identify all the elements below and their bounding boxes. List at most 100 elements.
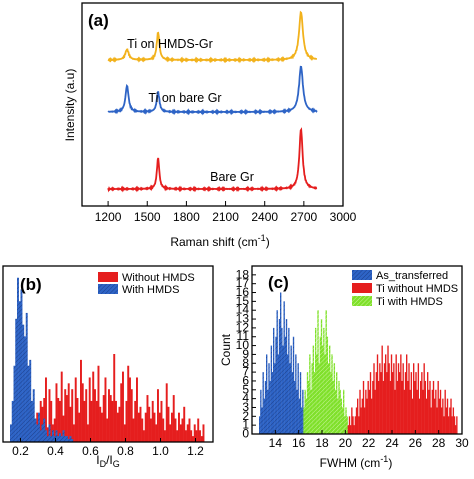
b-bar-without-101 — [197, 418, 200, 442]
c-ytick-label-12: 12 — [236, 320, 250, 334]
c-bar-ti-without-hmds-3 — [351, 407, 353, 434]
c-bar-as-transferred-16 — [277, 354, 280, 434]
b-bar-without-76 — [153, 412, 156, 442]
c-bar-as-transferred-37 — [302, 389, 304, 434]
c-bar-ti-without-hmds-1 — [348, 416, 351, 434]
c-bar-ti-without-hmds-29 — [381, 345, 383, 434]
b-bar-without-25 — [64, 389, 67, 442]
a-xtick-label-6: 3000 — [330, 210, 357, 224]
c-legend-label-1: Ti without HMDS — [376, 283, 458, 295]
c-bar-as-transferred-35 — [299, 372, 302, 434]
c-bar-ti-without-hmds-64 — [422, 389, 424, 434]
b-legend-swatch-0 — [98, 272, 118, 282]
b-bar-without-74 — [150, 418, 152, 442]
c-bar-ti-without-hmds-23 — [374, 389, 376, 434]
b-bar-with-5 — [18, 301, 21, 442]
c-bar-ti-without-hmds-6 — [354, 416, 357, 434]
c-bar-as-transferred-34 — [298, 398, 301, 434]
c-bar-ti-without-hmds-82 — [443, 416, 445, 434]
c-bar-ti-without-hmds-54 — [410, 372, 413, 434]
c-bar-as-transferred-7 — [267, 389, 269, 434]
c-bar-as-transferred-12 — [273, 327, 275, 434]
b-bar-without-73 — [148, 406, 151, 442]
c-bar-ti-without-hmds-17 — [367, 380, 369, 434]
b-bar-without-79 — [158, 412, 161, 442]
c-bar-ti-without-hmds-44 — [399, 372, 401, 434]
c-bar-ti-without-hmds-81 — [442, 398, 444, 434]
c-bar-ti-without-hmds-73 — [432, 380, 435, 434]
c-bar-ti-with-hmds-31 — [339, 389, 341, 434]
b-bar-without-30 — [73, 424, 75, 442]
c-bar-ti-without-hmds-55 — [411, 398, 414, 434]
c-bar-ti-with-hmds-18 — [324, 354, 326, 434]
c-bar-ti-without-hmds-56 — [413, 363, 415, 434]
c-ytick-label-2: 2 — [242, 409, 249, 423]
b-bar-without-103 — [200, 436, 203, 442]
b-bar-without-36 — [83, 400, 86, 442]
b-bar-with-25 — [53, 436, 56, 442]
b-bar-without-75 — [151, 400, 154, 442]
spectrum-label-3: Bare Gr — [210, 170, 254, 184]
b-bar-with-22 — [48, 424, 51, 442]
c-bar-ti-without-hmds-0 — [347, 425, 350, 434]
c-legend-label-2: Ti with HMDS — [376, 296, 443, 308]
c-bar-ti-without-hmds-71 — [430, 407, 432, 434]
b-legend-swatch-1 — [98, 284, 118, 294]
c-bar-ti-with-hmds-9 — [313, 372, 316, 434]
b-bar-with-17 — [39, 430, 42, 442]
c-bar-as-transferred-2 — [261, 407, 263, 434]
panel-c-fwhm-histogram: 14 16 18 20 22 24 26 28 300123456789101112131415… — [219, 265, 469, 470]
c-bar-ti-with-hmds-21 — [327, 363, 330, 434]
c-bar-ti-without-hmds-32 — [385, 354, 387, 434]
c-bar-ti-without-hmds-36 — [389, 380, 392, 434]
c-bar-as-transferred-28 — [291, 372, 294, 434]
b-bar-with-15 — [36, 424, 39, 442]
c-ytick-label-18: 18 — [236, 267, 250, 281]
b-bar-without-100 — [195, 430, 198, 442]
c-bar-ti-without-hmds-61 — [418, 398, 421, 434]
c-bar-ti-without-hmds-34 — [387, 345, 389, 434]
c-bar-ti-without-hmds-45 — [400, 354, 402, 434]
c-bar-ti-without-hmds-90 — [452, 407, 455, 434]
c-bar-ti-with-hmds-25 — [332, 380, 334, 434]
b-bar-without-68 — [139, 406, 142, 442]
b-bar-without-34 — [80, 359, 82, 442]
c-bar-ti-with-hmds-5 — [309, 354, 311, 434]
b-bar-without-23 — [60, 371, 63, 442]
a-xtick-label-1: 1500 — [134, 210, 161, 224]
a-xtick-label-3: 2100 — [212, 210, 239, 224]
c-bar-ti-without-hmds-60 — [417, 363, 420, 434]
b-bar-without-15 — [46, 427, 49, 442]
b-bar-without-99 — [193, 424, 196, 442]
b-bar-with-28 — [59, 433, 61, 442]
b-bar-without-38 — [87, 424, 89, 442]
b-xtick-label-3: 0.8 — [117, 444, 134, 458]
c-bar-ti-without-hmds-28 — [380, 372, 382, 434]
c-xtick-label-8: 30 — [455, 436, 469, 450]
c-bar-as-transferred-4 — [263, 398, 266, 434]
c-bar-ti-without-hmds-14 — [364, 407, 366, 434]
b-bar-without-33 — [78, 412, 81, 442]
c-bar-as-transferred-6 — [266, 354, 268, 434]
b-bar-with-11 — [29, 359, 32, 442]
b-bar-with-18 — [41, 424, 44, 442]
c-bar-ti-without-hmds-80 — [441, 407, 443, 434]
c-bar-ti-without-hmds-35 — [388, 363, 390, 434]
b-bar-without-52 — [111, 400, 114, 442]
b-bar-with-32 — [66, 436, 68, 442]
c-bar-ti-with-hmds-29 — [337, 398, 339, 434]
c-ytick-label-3: 3 — [242, 400, 249, 414]
c-ytick-label-1: 1 — [242, 418, 249, 432]
c-bar-as-transferred-5 — [264, 380, 267, 434]
c-bar-ti-without-hmds-40 — [394, 389, 396, 434]
b-bar-without-67 — [137, 412, 140, 442]
b-bar-without-41 — [92, 371, 95, 442]
c-bar-ti-with-hmds-11 — [316, 354, 318, 434]
c-bar-ti-without-hmds-33 — [386, 372, 388, 434]
c-bar-ti-without-hmds-92 — [455, 425, 457, 434]
b-bar-without-58 — [122, 371, 124, 442]
c-bar-as-transferred-23 — [285, 319, 288, 434]
c-bar-ti-without-hmds-49 — [404, 372, 407, 434]
c-bar-as-transferred-25 — [288, 327, 290, 434]
panel-a-raman-spectra: 1200 1500 1800 2100 2400 2700 3000 (a) Ti on H… — [63, 2, 357, 249]
